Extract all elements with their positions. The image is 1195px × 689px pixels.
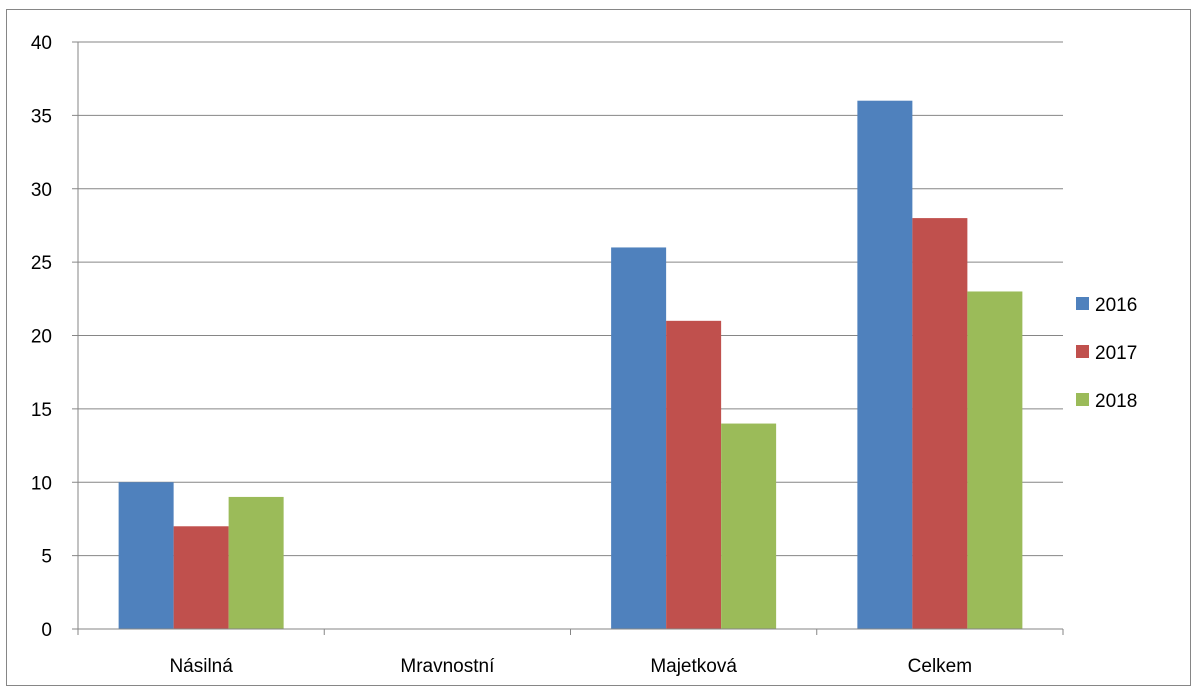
bar-2016-0 xyxy=(118,482,174,629)
bar-2017-0 xyxy=(173,526,229,629)
bar-2017-3 xyxy=(912,218,968,629)
y-tick-label: 30 xyxy=(31,180,52,201)
legend-swatch-2017 xyxy=(1076,345,1089,358)
bar-2016-3 xyxy=(857,100,913,629)
y-tick-label: 35 xyxy=(31,106,52,127)
y-tick-labels: 0 5 10 15 20 25 30 35 40 xyxy=(31,33,52,641)
y-tick-label: 20 xyxy=(31,327,52,348)
y-tick-label: 0 xyxy=(41,620,52,641)
legend-label: 2017 xyxy=(1095,343,1137,364)
y-tick-label: 5 xyxy=(41,547,52,568)
x-tick-label: Majetková xyxy=(650,656,737,677)
bar-2018-3 xyxy=(967,291,1023,629)
bar-2016-2 xyxy=(611,247,667,629)
y-tick-label: 10 xyxy=(31,473,52,494)
legend-swatch-2016 xyxy=(1076,297,1089,310)
bar-2018-0 xyxy=(228,496,284,629)
legend-swatch-2018 xyxy=(1076,393,1089,406)
legend: 2016 2017 2018 xyxy=(1076,295,1137,412)
axes xyxy=(72,41,1064,635)
bars xyxy=(118,100,1023,629)
x-tick-label: Mravnostní xyxy=(400,656,495,677)
x-tick-label: Násilná xyxy=(169,656,233,677)
y-tick-label: 40 xyxy=(31,33,52,54)
bar-2018-2 xyxy=(721,423,777,629)
legend-label: 2016 xyxy=(1095,295,1137,316)
bar-2017-2 xyxy=(666,320,722,629)
legend-label: 2018 xyxy=(1095,391,1137,412)
y-tick-label: 25 xyxy=(31,253,52,274)
x-tick-labels: Násilná Mravnostní Majetková Celkem xyxy=(169,656,972,677)
y-tick-label: 15 xyxy=(31,400,52,421)
x-tick-label: Celkem xyxy=(908,656,972,677)
